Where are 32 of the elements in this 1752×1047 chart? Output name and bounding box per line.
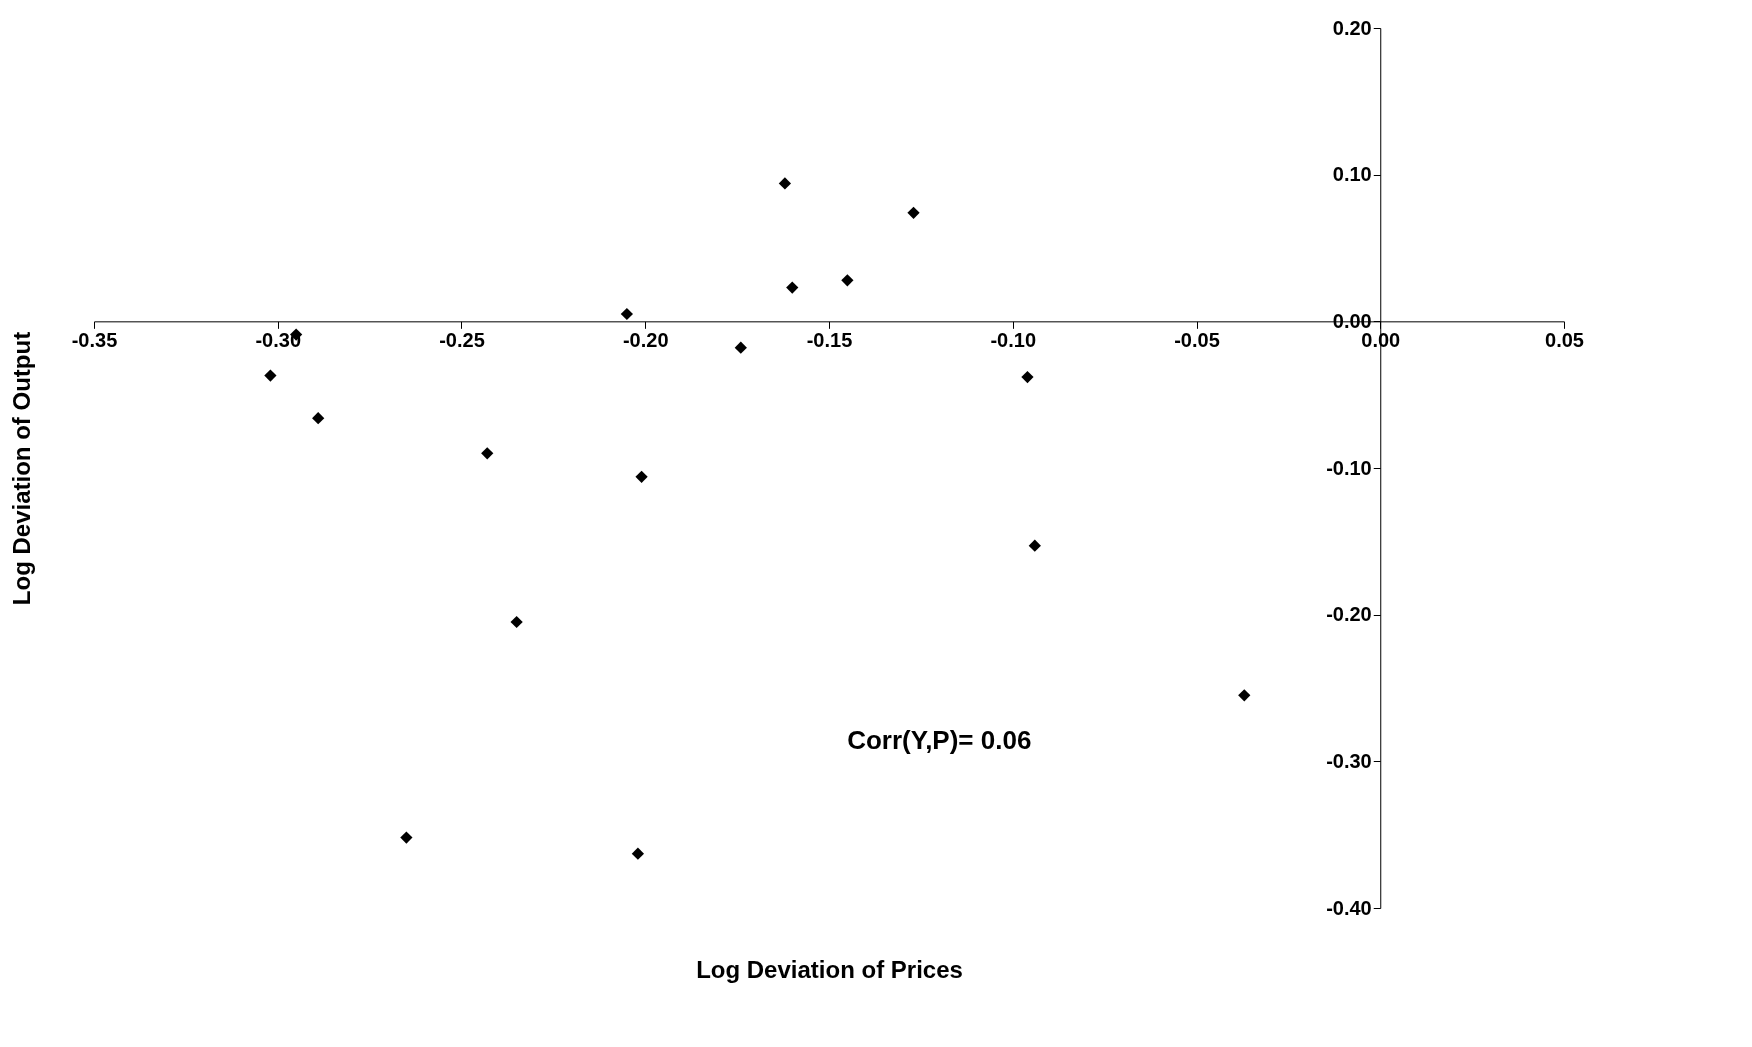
x-tick-label: -0.05 — [1174, 328, 1220, 351]
point — [1028, 539, 1041, 552]
point — [841, 274, 854, 287]
x-tick-label: -0.15 — [806, 328, 853, 351]
point — [312, 412, 325, 425]
x-tick-label: -0.25 — [439, 328, 485, 351]
point — [907, 206, 920, 219]
point — [264, 369, 277, 382]
annotation: Corr(Y,P)= 0.06 — [847, 724, 1032, 755]
point — [1021, 370, 1034, 384]
x-tick-label: -0.35 — [71, 328, 118, 351]
point — [510, 615, 523, 629]
point — [620, 307, 633, 321]
point — [400, 831, 413, 844]
point — [631, 847, 645, 860]
y-tick-label: -0.40 — [1326, 896, 1372, 919]
x-tick-label: 0.05 — [1545, 328, 1584, 351]
point — [734, 341, 747, 354]
x-axis-title: Log Deviation of Prices — [696, 955, 963, 983]
y-tick-label: 0.20 — [1332, 16, 1372, 39]
point — [481, 447, 494, 460]
y-tick-label: -0.10 — [1326, 456, 1372, 479]
point — [1238, 689, 1251, 702]
x-tick-label: -0.10 — [990, 328, 1037, 351]
point — [778, 177, 792, 190]
point — [635, 470, 648, 483]
y-tick-label: -0.20 — [1326, 603, 1372, 626]
point — [786, 281, 799, 294]
y-tick-label: 0.10 — [1332, 163, 1372, 186]
y-axis-title: Log Deviation of Output — [7, 331, 35, 606]
y-tick-label: -0.30 — [1326, 749, 1372, 772]
x-tick-label: -0.20 — [622, 328, 669, 351]
